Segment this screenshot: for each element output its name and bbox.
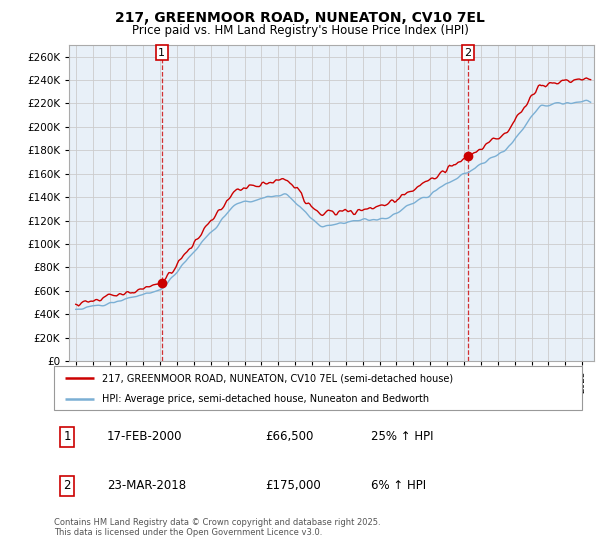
Text: HPI: Average price, semi-detached house, Nuneaton and Bedworth: HPI: Average price, semi-detached house,…: [101, 394, 428, 404]
Text: 1: 1: [158, 48, 165, 58]
Text: 17-FEB-2000: 17-FEB-2000: [107, 431, 182, 444]
Text: Contains HM Land Registry data © Crown copyright and database right 2025.
This d: Contains HM Land Registry data © Crown c…: [54, 518, 380, 538]
Text: 217, GREENMOOR ROAD, NUNEATON, CV10 7EL: 217, GREENMOOR ROAD, NUNEATON, CV10 7EL: [115, 11, 485, 25]
Text: £175,000: £175,000: [265, 479, 321, 492]
Text: 2: 2: [64, 479, 71, 492]
Text: Price paid vs. HM Land Registry's House Price Index (HPI): Price paid vs. HM Land Registry's House …: [131, 24, 469, 36]
Text: 6% ↑ HPI: 6% ↑ HPI: [371, 479, 426, 492]
FancyBboxPatch shape: [54, 366, 582, 410]
Text: 25% ↑ HPI: 25% ↑ HPI: [371, 431, 433, 444]
Text: 23-MAR-2018: 23-MAR-2018: [107, 479, 186, 492]
Text: 2: 2: [464, 48, 472, 58]
Text: 217, GREENMOOR ROAD, NUNEATON, CV10 7EL (semi-detached house): 217, GREENMOOR ROAD, NUNEATON, CV10 7EL …: [101, 374, 452, 384]
Text: 1: 1: [64, 431, 71, 444]
Text: £66,500: £66,500: [265, 431, 314, 444]
